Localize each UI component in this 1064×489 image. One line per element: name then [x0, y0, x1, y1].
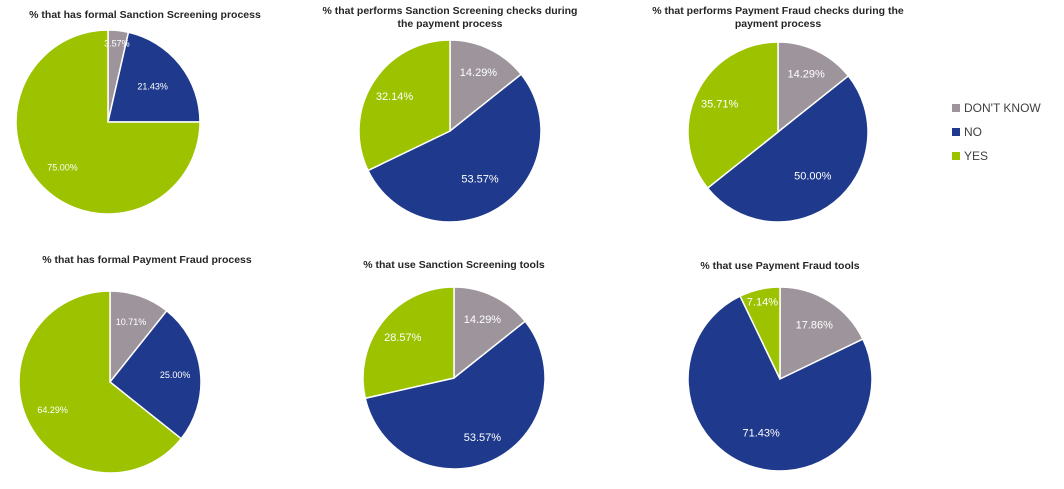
slice-label-no: 21.43% — [137, 82, 168, 92]
chart-title: % that has formal Sanction Screening pro… — [29, 9, 261, 21]
pie-slice-no — [706, 74, 869, 223]
legend-swatch-dont-know — [952, 104, 960, 112]
pie-chart-6: % that use Payment Fraud tools 17.86% 71.4… — [687, 260, 873, 472]
chart-title: payment process — [735, 18, 822, 30]
pie-slice-no — [364, 320, 546, 470]
slice-label-dont-know: 14.29% — [787, 68, 825, 80]
pie-slice-yes — [362, 286, 455, 400]
pie-slice-yes — [18, 290, 183, 474]
pie-slice-no — [366, 73, 542, 223]
slice-label-no: 53.57% — [461, 174, 499, 186]
pie-slice-yes — [358, 39, 451, 172]
chart-title: % that has formal Payment Fraud process — [42, 254, 252, 266]
slice-label-no: 71.43% — [742, 428, 780, 440]
slice-label-yes: 28.57% — [384, 332, 422, 344]
slice-label-dont-know: 14.29% — [460, 67, 498, 79]
chart-title: % that performs Sanction Screening check… — [323, 5, 578, 17]
chart-title: % that use Sanction Screening tools — [363, 259, 545, 271]
chart-title: the payment process — [397, 18, 502, 30]
pie-slice-no — [107, 31, 201, 123]
slice-label-no: 25.00% — [160, 370, 191, 380]
chart-title: % that performs Payment Fraud checks dur… — [652, 5, 904, 17]
pie-chart-4: % that has formal Payment Fraud process 1… — [18, 254, 252, 474]
pie-chart-3: % that performs Payment Fraud checks dur… — [652, 5, 904, 223]
slice-label-yes: 75.00% — [47, 163, 78, 173]
pie-slice-dont-know — [779, 286, 864, 381]
slice-label-yes: 35.71% — [701, 99, 739, 111]
legend-label-dont-know: DON'T KNOW — [964, 101, 1041, 115]
slice-label-no: 50.00% — [794, 170, 832, 182]
slice-label-yes: 64.29% — [37, 405, 68, 415]
slice-label-yes: 7.14% — [747, 297, 778, 309]
legend-label-yes: YES — [964, 149, 988, 163]
slice-label-yes: 32.14% — [376, 91, 414, 103]
pie-slice-dont-know — [453, 286, 527, 380]
legend-label-no: NO — [964, 125, 982, 139]
pie-chart-2: % that performs Sanction Screening check… — [323, 5, 578, 223]
slice-label-dont-know: 10.71% — [116, 317, 147, 327]
pie-slice-yes — [687, 41, 779, 190]
chart-title: % that use Payment Fraud tools — [700, 260, 859, 272]
pie-slice-dont-know — [449, 39, 523, 133]
pie-slice-no — [108, 309, 202, 440]
legend: DON'T KNOW NO YES — [952, 101, 1041, 163]
slice-label-no: 53.57% — [464, 432, 502, 444]
pie-slice-dont-know — [777, 41, 850, 134]
slice-label-dont-know: 3.57% — [104, 39, 130, 49]
pie-slice-yes — [739, 286, 781, 380]
slice-label-dont-know: 17.86% — [796, 319, 834, 331]
slice-label-dont-know: 14.29% — [464, 314, 502, 326]
pie-slice-yes — [15, 29, 201, 215]
pie-chart-5: % that use Sanction Screening tools 14.29… — [362, 259, 546, 470]
legend-swatch-no — [952, 128, 960, 136]
pie-chart-1: % that has formal Sanction Screening pro… — [15, 9, 261, 215]
legend-swatch-yes — [952, 152, 960, 160]
pie-slice-no — [687, 295, 873, 472]
